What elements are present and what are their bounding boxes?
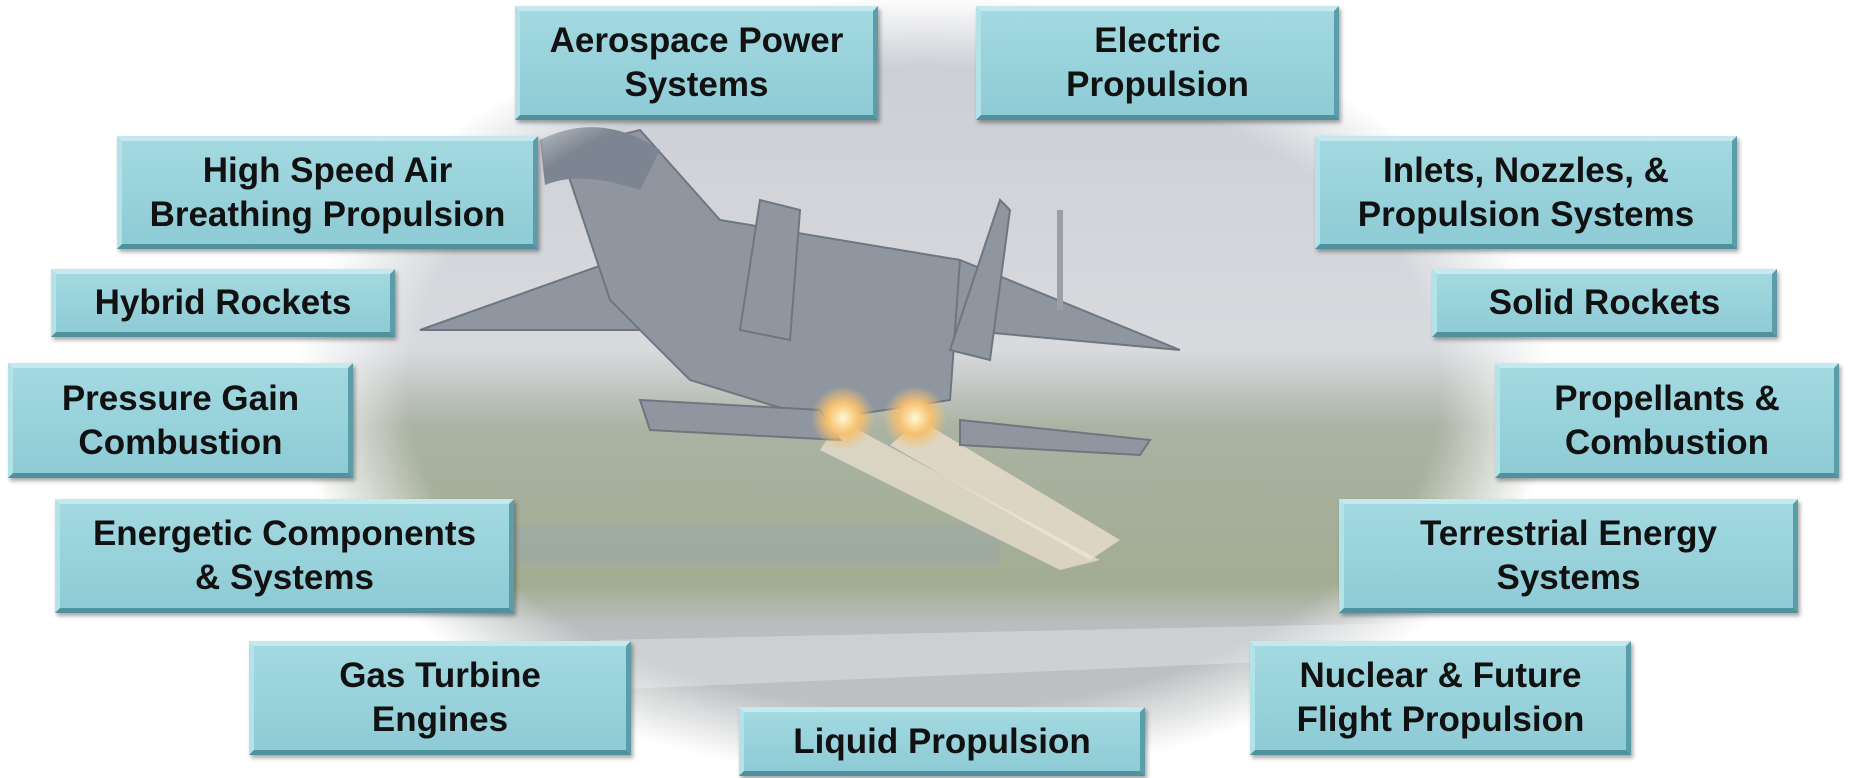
topic-label: Liquid Propulsion — [793, 720, 1090, 764]
topic-box: Solid Rockets — [1432, 269, 1777, 337]
topic-label: Electric — [1094, 19, 1220, 63]
topic-label: Breathing Propulsion — [150, 193, 506, 237]
topic-label: Energetic Components — [93, 512, 476, 556]
topic-label: Gas Turbine — [339, 654, 541, 698]
topic-label: Systems — [625, 63, 769, 107]
topic-label: Propulsion — [1066, 63, 1249, 107]
topic-label: Combustion — [1565, 421, 1769, 465]
diagram: Aerospace PowerSystemsElectricPropulsion… — [0, 0, 1849, 778]
topic-label: Engines — [372, 698, 508, 742]
topic-label: Systems — [1497, 556, 1641, 600]
topic-label: Terrestrial Energy — [1420, 512, 1717, 556]
topic-label: Inlets, Nozzles, & — [1383, 149, 1669, 193]
topic-label: Propellants & — [1554, 377, 1780, 421]
topic-label: High Speed Air — [203, 149, 453, 193]
topic-label: Pressure Gain — [62, 377, 299, 421]
topic-label: & Systems — [195, 556, 374, 600]
topic-label: Propulsion Systems — [1358, 193, 1694, 237]
topic-box: Hybrid Rockets — [51, 269, 395, 337]
topic-box: Liquid Propulsion — [739, 707, 1145, 776]
topic-box: Inlets, Nozzles, &Propulsion Systems — [1315, 136, 1737, 249]
topic-label: Flight Propulsion — [1297, 698, 1585, 742]
topic-label: Nuclear & Future — [1300, 654, 1582, 698]
topic-label: Solid Rockets — [1489, 281, 1720, 325]
topic-label: Aerospace Power — [550, 19, 844, 63]
topic-label: Combustion — [78, 421, 282, 465]
topic-label: Hybrid Rockets — [95, 281, 352, 325]
topic-box: Propellants &Combustion — [1495, 363, 1839, 478]
topic-box: Energetic Components& Systems — [55, 499, 514, 613]
